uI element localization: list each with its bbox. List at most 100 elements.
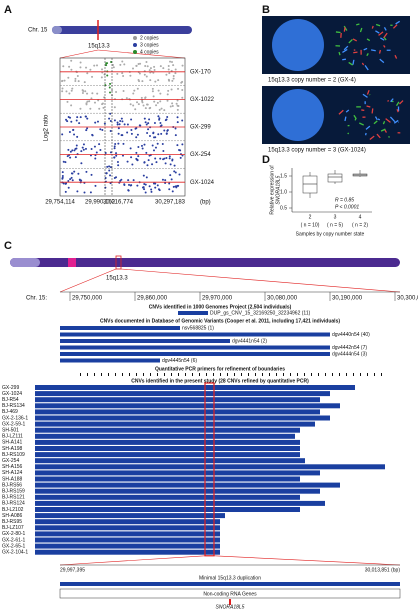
- probe-dot: [142, 104, 145, 107]
- probe-dot: [158, 117, 161, 120]
- probe-dot: [166, 129, 169, 132]
- probe-dot: [176, 144, 179, 147]
- chromosome: [348, 61, 354, 66]
- probe-dot: [181, 119, 184, 122]
- cnv-label: dgv4441n54 (2): [232, 338, 267, 344]
- probe-dot: [104, 84, 107, 87]
- probe-dot: [154, 80, 157, 83]
- probe-dot: [93, 64, 96, 67]
- cnv-bar: [35, 525, 220, 531]
- probe-dot: [98, 143, 101, 146]
- probe-dot: [126, 131, 129, 134]
- probe-dot: [152, 71, 155, 74]
- probe-dot: [88, 100, 91, 103]
- x-tick-label: 3: [334, 214, 337, 220]
- probe-dot: [82, 148, 85, 151]
- probe-dot: [91, 134, 94, 137]
- probe-dot: [120, 117, 123, 120]
- probe-dot: [150, 190, 153, 193]
- probe-dot: [176, 108, 179, 111]
- probe-dot: [80, 150, 83, 153]
- probe-dot: [172, 64, 175, 67]
- y-tick-label: 1.0: [280, 189, 287, 195]
- probe-dot: [119, 63, 122, 66]
- probe-dot: [103, 96, 106, 99]
- primer: [332, 373, 333, 376]
- probe-dot: [76, 135, 79, 138]
- probe-dot: [113, 119, 116, 122]
- probe-dot: [143, 143, 146, 146]
- primer: [325, 373, 326, 376]
- probe-dot: [168, 72, 171, 75]
- probe-dot: [85, 66, 88, 69]
- tick-label: 30,080,000: [267, 296, 298, 302]
- chromosome: [395, 20, 401, 25]
- primer: [297, 373, 298, 376]
- box: [327, 173, 343, 183]
- probe-dot: [143, 117, 146, 120]
- probe-dot: [69, 178, 72, 181]
- probe-dot: [176, 121, 179, 124]
- probe-dot: [101, 68, 104, 71]
- probe-dot: [156, 142, 159, 145]
- tick-label: 29,750,000: [72, 296, 103, 302]
- probe-dot: [115, 152, 118, 155]
- probe-dot: [121, 154, 124, 157]
- probe-dot: [163, 109, 166, 112]
- probe-dot: [155, 161, 158, 164]
- probe-dot: [146, 103, 149, 106]
- probe-dot: [94, 121, 97, 124]
- probe-dot: [135, 136, 138, 139]
- probe-dot: [70, 172, 73, 175]
- cnv-bar: [35, 446, 300, 451]
- box: [302, 175, 318, 194]
- sample-label: BJ-RS95: [2, 519, 22, 525]
- chromosome: [376, 133, 381, 139]
- probe-dot: [123, 63, 126, 66]
- chromosome: [395, 101, 400, 107]
- sample-label: GX-2-61-1: [2, 537, 26, 543]
- chromosome: [379, 58, 385, 64]
- probe-dot: [75, 119, 78, 122]
- caption: 15q13.3 copy number = 3 (GX-1024): [268, 148, 366, 154]
- sample-label: GX-254: [2, 458, 19, 464]
- coordinate-label: 29,997,395: [60, 567, 85, 573]
- chromosome: [338, 51, 341, 56]
- probe-dot: [147, 128, 150, 131]
- cnv-bar: [60, 352, 330, 356]
- gene-marker: [229, 599, 231, 605]
- probe-dot: [138, 72, 141, 75]
- chromosome-label: Chr. 15:: [26, 296, 47, 302]
- cnv-bar: [60, 358, 160, 363]
- probe-dot: [170, 60, 173, 63]
- probe-dot: [117, 127, 120, 130]
- probe-dot: [113, 106, 116, 109]
- probe-dot: [77, 172, 80, 175]
- cnv-bar: [35, 531, 220, 537]
- probe-dot: [89, 107, 92, 110]
- probe-dot: [78, 122, 81, 125]
- probe-dot: [137, 62, 140, 65]
- cnv-bar: [35, 543, 220, 549]
- probe-dot: [86, 117, 89, 120]
- chromosome: [371, 25, 374, 29]
- cnv-bar: [35, 482, 340, 488]
- probe-dot: [82, 89, 85, 92]
- probe-dot: [136, 133, 139, 136]
- primer: [234, 373, 235, 376]
- primer: [283, 373, 284, 376]
- cnv-bar: [35, 452, 300, 458]
- probe-dot: [175, 102, 178, 105]
- probe-dot: [143, 161, 146, 164]
- probe-dot: [160, 107, 163, 110]
- chromosome: [380, 128, 386, 132]
- primer: [101, 373, 102, 376]
- probe-dot: [165, 73, 168, 76]
- probe-dot: [102, 106, 105, 109]
- probe-dot: [112, 66, 115, 69]
- probe-dot: [151, 144, 154, 147]
- probe-dot: [72, 128, 75, 131]
- sample-label: GX-170: [190, 69, 211, 75]
- probe-dot: [168, 188, 171, 191]
